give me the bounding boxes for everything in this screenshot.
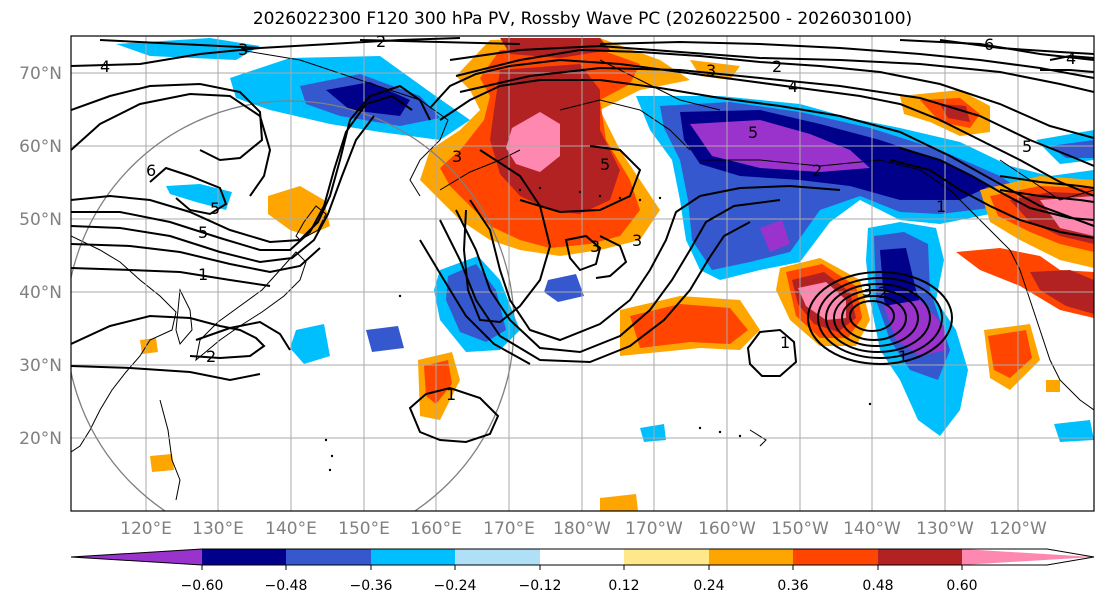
lon-label: 120°E [120, 519, 172, 539]
pv-negative-region [760, 220, 790, 252]
pv-negative-region [1050, 140, 1094, 158]
map-frame [70, 35, 1095, 512]
colorbar-tick-label: 0.24 [693, 578, 724, 594]
contour-label: 6 [146, 161, 156, 180]
colorbar-tick-label: 0.36 [777, 578, 808, 594]
pv-positive-region [140, 338, 158, 354]
colorbar-segment [202, 549, 286, 565]
lon-label: 140°E [265, 519, 317, 539]
contour-label: 1 [936, 197, 946, 216]
figure-title: 2026022300 F120 300 hPa PV, Rossby Wave … [252, 9, 913, 29]
pv-shading [71, 36, 1094, 511]
lat-label: 50°N [19, 210, 62, 230]
pv-negative-region [1054, 420, 1094, 442]
contour-label: 3 [238, 40, 248, 59]
colorbar-segments [70, 548, 1095, 570]
lon-label: 130°E [192, 519, 244, 539]
contour-label: 1 [898, 347, 908, 366]
colorbar-segment [286, 549, 371, 565]
lat-label: 60°N [19, 137, 62, 157]
contour-label: 3 [706, 61, 716, 80]
contour-label: 5 [210, 199, 220, 218]
colorbar-segment [709, 549, 793, 565]
lon-label: 150°E [338, 519, 390, 539]
colorbar-ticks: −0.60 −0.48 −0.36 −0.24 −0.12 0.12 0.24 … [181, 578, 978, 594]
lat-label: 20°N [19, 429, 62, 449]
contour-label: 5 [1022, 137, 1032, 156]
pv-negative-region [290, 324, 330, 364]
colorbar-segment [878, 549, 962, 565]
pv-positive-region [600, 494, 638, 511]
gridlines [71, 36, 1094, 511]
lat-label: 70°N [19, 64, 62, 84]
colorbar-tick-label: −0.36 [350, 578, 393, 594]
contour-label: 2 [772, 57, 782, 76]
contour-label: 1 [446, 385, 456, 404]
lon-label: 180°W [553, 519, 611, 539]
colorbar-tick-label: −0.24 [434, 578, 477, 594]
lon-label: 160°W [698, 519, 756, 539]
pc-contours [71, 37, 1094, 444]
contour-label: 3 [590, 237, 600, 256]
colorbar-tick-label: 0.48 [862, 578, 893, 594]
colorbar-segment [793, 549, 878, 565]
lon-label: 170°W [625, 519, 683, 539]
colorbar-segment [371, 549, 455, 565]
pv-positive-region [506, 112, 560, 172]
contour-label: 3 [452, 147, 462, 166]
contour-label: 6 [984, 35, 994, 54]
contour-label: 5 [198, 223, 208, 242]
contour-label: 3 [862, 281, 872, 300]
pv-negative-region [166, 184, 232, 210]
contour-label: 2 [206, 347, 216, 366]
lat-label: 30°N [19, 356, 62, 376]
contour-label: 2 [878, 283, 888, 302]
pv-positive-region [988, 330, 1032, 378]
colorbar-segment [455, 549, 540, 565]
colorbar-segment [624, 549, 709, 565]
colorbar-tick-label: −0.12 [519, 578, 562, 594]
lat-axis: 70°N 60°N 50°N 40°N 30°N 20°N [19, 64, 62, 449]
contour-label: 4 [1066, 49, 1076, 68]
lon-label: 160°E [410, 519, 462, 539]
colorbar-tick-label: 0.12 [608, 578, 639, 594]
island-dots [324, 186, 872, 472]
pv-positive-region [150, 454, 174, 472]
colorbar-tick-label: 0.60 [946, 578, 977, 594]
contour-label: 2 [376, 32, 386, 51]
contour-label: 4 [100, 57, 110, 76]
coastlines [71, 49, 1094, 501]
lon-label: 170°E [483, 519, 535, 539]
pv-positive-region [940, 104, 970, 122]
contour-label: 2 [812, 161, 822, 180]
colorbar-tick-label: −0.60 [181, 578, 224, 594]
contour-label: 5 [748, 123, 758, 142]
contour-label: 4 [788, 77, 798, 96]
pv-negative-region [544, 274, 584, 302]
contour-label: 5 [600, 155, 610, 174]
contour-label: 1 [780, 333, 790, 352]
contour-label: 1 [198, 265, 208, 284]
colorbar-segment [540, 549, 624, 565]
pv-positive-region [1046, 380, 1060, 392]
colorbar-segment [962, 549, 1094, 565]
lon-label: 150°W [771, 519, 829, 539]
lon-label: 120°W [989, 519, 1047, 539]
lon-label: 130°W [916, 519, 974, 539]
pv-negative-region [366, 326, 404, 352]
lon-axis: 120°E 130°E 140°E 150°E 160°E 170°E 180°… [120, 519, 1047, 539]
colorbar-tick-label: −0.48 [265, 578, 308, 594]
colorbar-segment [71, 549, 202, 565]
lat-label: 40°N [19, 283, 62, 303]
contour-label: 3 [632, 231, 642, 250]
lon-label: 140°W [843, 519, 901, 539]
contour-label-group: 4 3 2 3 2 4 6 4 5 5 5 5 1 6 5 1 2 3 2 3 … [100, 32, 1076, 404]
pv-positive-region [630, 304, 748, 348]
